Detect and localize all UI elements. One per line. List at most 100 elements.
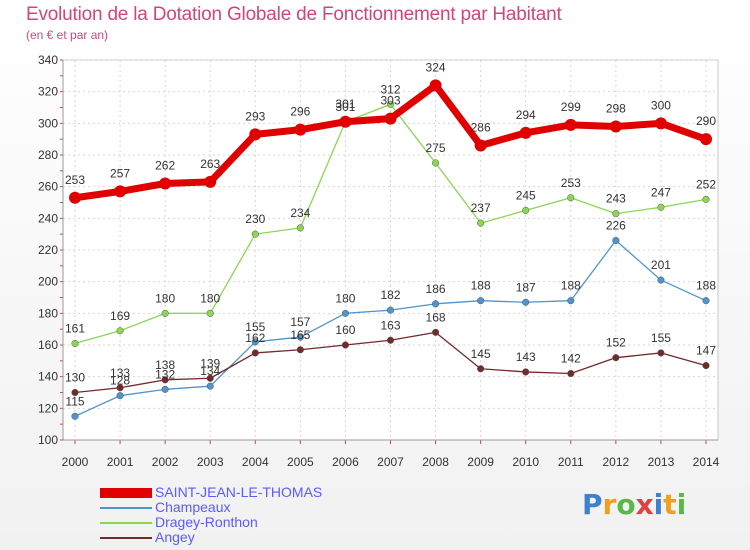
data-label-dragey-ronthon: 245 (516, 188, 536, 202)
chart-legend: SAINT-JEAN-LE-THOMAS Champeaux Dragey-Ront… (100, 485, 322, 545)
data-label-dragey-ronthon: 243 (606, 192, 626, 206)
data-point-champeaux (386, 306, 395, 314)
data-label-dragey-ronthon: 230 (245, 212, 265, 226)
y-tick-label: 100 (38, 433, 58, 447)
data-point-angey (657, 349, 665, 357)
y-tick-label: 280 (38, 148, 58, 162)
data-point-champeaux (432, 300, 440, 308)
data-label-angey: 143 (516, 350, 536, 364)
data-label-angey: 147 (696, 344, 716, 358)
data-point-dragey-ronthon (567, 194, 575, 202)
data-point-angey (432, 328, 440, 336)
data-point-champeaux (296, 333, 304, 341)
legend-label: Champeaux (155, 499, 231, 515)
data-label-dragey-ronthon: 180 (155, 291, 175, 305)
data-label-saint-jean-le-thomas: 300 (651, 98, 671, 112)
y-tick-label: 220 (38, 243, 58, 257)
data-label-champeaux: 188 (471, 279, 491, 293)
data-label-champeaux: 180 (335, 291, 355, 305)
data-label-dragey-ronthon: 180 (200, 291, 220, 305)
data-label-champeaux: 132 (155, 367, 175, 381)
data-point-saint-jean-le-thomas (114, 185, 127, 198)
data-point-angey (567, 369, 575, 378)
data-label-saint-jean-le-thomas: 296 (290, 105, 310, 119)
data-point-dragey-ronthon (702, 195, 710, 203)
data-label-angey: 133 (110, 366, 130, 380)
data-point-champeaux (71, 412, 79, 420)
data-label-dragey-ronthon: 275 (426, 141, 446, 155)
data-label-champeaux: 188 (561, 279, 581, 293)
data-label-angey: 163 (380, 318, 400, 332)
data-point-champeaux (116, 392, 124, 400)
data-point-saint-jean-le-thomas (700, 133, 712, 146)
data-label-angey: 142 (561, 352, 581, 366)
data-point-dragey-ronthon (477, 219, 485, 227)
legend-label: Dragey-Ronthon (155, 514, 258, 530)
legend-item-saint-jean-le-thomas: SAINT-JEAN-LE-THOMAS (100, 485, 322, 500)
data-point-dragey-ronthon (251, 230, 259, 238)
data-point-saint-jean-le-thomas (564, 118, 577, 131)
data-label-champeaux: 155 (245, 320, 265, 334)
data-label-angey: 162 (245, 331, 265, 345)
x-tick-label: 2002 (152, 455, 179, 469)
data-label-champeaux: 188 (696, 279, 716, 293)
data-label-champeaux: 186 (426, 282, 446, 296)
x-tick-label: 2005 (287, 455, 314, 469)
x-tick-label: 2011 (558, 455, 584, 469)
x-tick-label: 2001 (107, 455, 134, 469)
y-tick-label: 180 (38, 306, 58, 320)
data-point-saint-jean-le-thomas (69, 191, 81, 204)
logo-letter: x (635, 488, 654, 521)
data-label-saint-jean-le-thomas: 303 (380, 94, 400, 108)
y-tick-label: 240 (38, 211, 58, 225)
data-label-saint-jean-le-thomas: 253 (65, 173, 85, 187)
data-label-angey: 168 (426, 310, 446, 324)
data-label-dragey-ronthon: 169 (110, 309, 130, 323)
logo-letter: i (676, 488, 687, 521)
logo-letter: i (653, 488, 664, 521)
x-tick-label: 2004 (242, 455, 269, 469)
data-label-saint-jean-le-thomas: 299 (561, 100, 581, 114)
y-tick-label: 300 (38, 116, 58, 130)
data-point-angey (251, 349, 259, 357)
data-label-saint-jean-le-thomas: 298 (606, 102, 626, 116)
x-tick-label: 2007 (377, 455, 404, 469)
data-point-dragey-ronthon (432, 159, 440, 167)
data-point-angey (206, 374, 214, 382)
data-label-champeaux: 182 (380, 288, 400, 302)
x-tick-label: 2014 (693, 455, 720, 469)
legend-swatch (100, 521, 152, 524)
data-label-angey: 152 (606, 336, 626, 350)
data-point-champeaux (657, 276, 665, 284)
logo-letter: r (602, 488, 617, 521)
data-label-angey: 130 (65, 371, 85, 385)
y-tick-label: 340 (38, 53, 58, 67)
data-point-champeaux (612, 236, 620, 245)
data-point-champeaux (206, 382, 214, 390)
data-label-angey: 139 (200, 356, 220, 370)
data-point-dragey-ronthon (612, 210, 620, 218)
data-point-dragey-ronthon (71, 339, 79, 347)
data-point-saint-jean-le-thomas (384, 112, 397, 125)
data-point-champeaux (341, 309, 349, 317)
data-label-champeaux: 157 (290, 315, 310, 329)
data-point-saint-jean-le-thomas (294, 123, 307, 136)
data-point-angey (341, 341, 349, 349)
legend-swatch (100, 536, 152, 539)
data-point-champeaux (522, 298, 530, 306)
data-point-angey (702, 362, 710, 370)
logo-letter: o (616, 488, 636, 521)
data-point-champeaux (251, 338, 259, 346)
legend-item-champeaux: Champeaux (100, 500, 322, 515)
data-label-champeaux: 128 (110, 374, 130, 388)
data-point-dragey-ronthon (206, 309, 214, 317)
data-point-angey (477, 365, 485, 373)
data-point-champeaux (161, 385, 169, 393)
data-label-saint-jean-le-thomas: 290 (696, 114, 716, 128)
data-label-saint-jean-le-thomas: 294 (516, 108, 536, 122)
legend-item-dragey-ronthon: Dragey-Ronthon (100, 515, 322, 530)
data-point-saint-jean-le-thomas (204, 175, 217, 188)
data-label-angey: 155 (651, 331, 671, 345)
data-point-saint-jean-le-thomas (159, 177, 172, 190)
data-point-dragey-ronthon (296, 224, 304, 232)
